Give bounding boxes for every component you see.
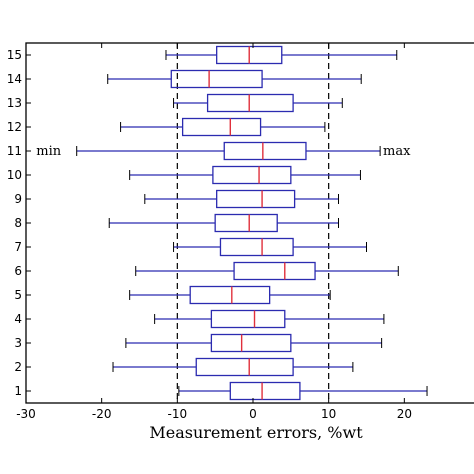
y-tick-label: 8 (14, 216, 22, 230)
box (189, 285, 271, 305)
y-tick-label: 6 (14, 264, 22, 278)
annotation-max: max (383, 144, 411, 159)
box (233, 261, 316, 281)
y-tick-label: 7 (14, 240, 22, 254)
box (229, 381, 301, 401)
box (181, 117, 262, 137)
box (170, 69, 263, 89)
y-tick-label: 1 (14, 384, 22, 398)
y-tick-label: 11 (7, 144, 22, 158)
box (210, 309, 286, 329)
y-tick-label: 2 (14, 360, 22, 374)
box (216, 189, 296, 209)
y-tick-label: 15 (7, 48, 22, 62)
box (212, 165, 292, 185)
y-tick-label: 4 (14, 312, 22, 326)
y-tick-label: 12 (7, 120, 22, 134)
x-tick-label: -10 (168, 407, 188, 421)
y-tick-label: 13 (7, 96, 22, 110)
x-tick-label: 20 (397, 407, 412, 421)
annotation-min: min (36, 144, 61, 159)
y-tick-label: 3 (14, 336, 22, 350)
x-axis-label: Measurement errors, %wt (149, 423, 363, 442)
box (195, 357, 294, 377)
box (206, 93, 294, 113)
box (214, 213, 278, 233)
box (223, 141, 307, 161)
axes-frame (25, 42, 474, 404)
y-tick-label: 10 (7, 168, 22, 182)
x-tick-label: 0 (249, 407, 257, 421)
x-tick-label: -30 (16, 407, 36, 421)
x-tick-label: -20 (92, 407, 112, 421)
y-tick-label: 5 (14, 288, 22, 302)
y-tick-label: 14 (7, 72, 22, 86)
box (219, 237, 294, 257)
x-tick-label: 10 (321, 407, 336, 421)
box (210, 333, 292, 353)
y-tick-label: 9 (14, 192, 22, 206)
